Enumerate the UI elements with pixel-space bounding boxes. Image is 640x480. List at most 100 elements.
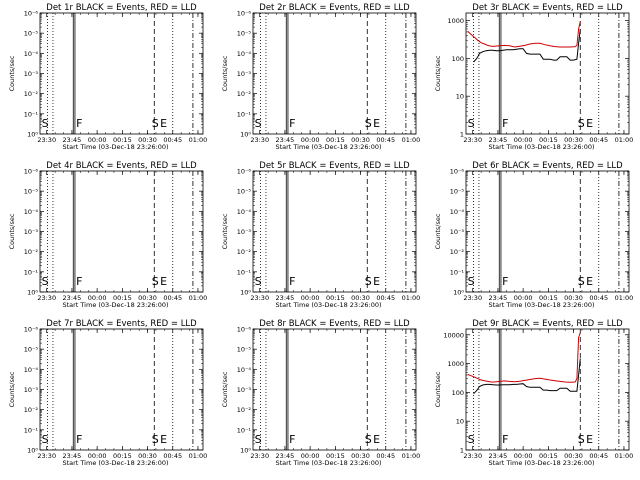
panel-title: Det 9r BLACK = Events, RED = LLD xyxy=(472,319,623,329)
event-marker-s: S xyxy=(255,117,262,130)
panel-2: Det 2r BLACK = Events, RED = LLD 10⁰ 10⁻¹ 1… xyxy=(221,3,420,151)
x-axis-label: Start Time (03-Dec-18 23:26:00) xyxy=(488,143,594,151)
x-tick-label: 00:15 xyxy=(326,136,345,144)
x-tick-label: 00:15 xyxy=(326,452,345,460)
x-tick-label: 01:00 xyxy=(615,294,634,302)
plot-frame xyxy=(252,12,417,135)
event-marker-e: E xyxy=(586,117,593,130)
events-series-line xyxy=(473,358,581,395)
event-marker-f: F xyxy=(289,117,295,130)
panel-1: Det 1r BLACK = Events, RED = LLD 10⁰ 10⁻¹ 1… xyxy=(8,3,207,151)
event-marker-f: F xyxy=(289,275,295,288)
event-marker-f: F xyxy=(76,117,82,130)
plot-frame xyxy=(465,12,630,135)
y-tick-label: 10⁻⁶ xyxy=(237,326,252,334)
x-tick-label: 00:00 xyxy=(514,452,533,460)
event-marker-e: E xyxy=(586,433,593,446)
event-marker-e: E xyxy=(160,275,167,288)
y-tick-label: 10⁻⁵ xyxy=(24,188,39,196)
y-tick-label: 10⁻³ xyxy=(24,228,39,236)
y-tick-label: 10⁻⁴ xyxy=(24,50,39,58)
event-marker-e: E xyxy=(160,117,167,130)
event-marker-f: F xyxy=(76,275,82,288)
panel-3: Det 3r BLACK = Events, RED = LLD 1 10 100 10… xyxy=(434,3,633,151)
y-tick-label: 10⁻⁶ xyxy=(24,168,39,176)
panel-9: Det 9r BLACK = Events, RED = LLD 1 10 100 10… xyxy=(434,319,633,467)
x-tick-label: 01:00 xyxy=(402,294,421,302)
x-tick-label: 00:15 xyxy=(539,452,558,460)
x-axis-label: Start Time (03-Dec-18 23:26:00) xyxy=(275,143,381,151)
y-axis-label: Counts/sec xyxy=(434,55,442,91)
event-marker-s: S xyxy=(578,275,585,288)
x-tick-label: 01:00 xyxy=(615,136,634,144)
y-tick-label: 10000 xyxy=(443,331,464,339)
x-tick-label: 00:30 xyxy=(351,136,370,144)
events-series-line xyxy=(473,28,581,63)
y-tick-label: 10⁻⁴ xyxy=(237,50,252,58)
x-tick-label: 23:45 xyxy=(489,294,508,302)
y-tick-label: 10⁻⁶ xyxy=(24,10,39,18)
x-tick-label: 23:30 xyxy=(463,294,482,302)
x-tick-label: 23:45 xyxy=(63,136,82,144)
x-tick-label: 00:00 xyxy=(514,136,533,144)
event-marker-s: S xyxy=(578,433,585,446)
x-tick-label: 00:45 xyxy=(163,136,182,144)
plot-frame xyxy=(39,170,204,293)
x-tick-label: 00:15 xyxy=(539,136,558,144)
event-marker-s: S xyxy=(255,433,262,446)
x-tick-label: 23:45 xyxy=(489,452,508,460)
y-axis-label: Counts/sec xyxy=(8,55,16,91)
x-tick-label: 23:45 xyxy=(63,294,82,302)
y-tick-label: 10⁻² xyxy=(237,248,252,256)
y-tick-label: 100 xyxy=(452,55,464,63)
y-tick-label: 10⁰ xyxy=(27,289,38,297)
x-tick-label: 00:15 xyxy=(113,136,132,144)
event-marker-s: S xyxy=(468,433,475,446)
x-tick-label: 01:00 xyxy=(189,452,208,460)
y-tick-label: 10⁰ xyxy=(240,447,251,455)
x-tick-label: 00:45 xyxy=(589,136,608,144)
panel-title: Det 8r BLACK = Events, RED = LLD xyxy=(259,319,410,329)
x-axis-label: Start Time (03-Dec-18 23:26:00) xyxy=(62,143,168,151)
y-tick-label: 10⁻³ xyxy=(24,70,39,78)
y-tick-label: 10⁰ xyxy=(27,447,38,455)
panel-8: Det 8r BLACK = Events, RED = LLD 10⁰ 10⁻¹ 1… xyxy=(221,319,420,467)
panel-title: Det 1r BLACK = Events, RED = LLD xyxy=(46,3,197,13)
y-tick-label: 10⁻⁶ xyxy=(237,168,252,176)
plot-frame xyxy=(465,328,630,451)
y-tick-label: 10⁻¹ xyxy=(237,110,252,118)
x-tick-label: 23:45 xyxy=(63,452,82,460)
y-tick-label: 10⁻² xyxy=(237,90,252,98)
plot-frame xyxy=(252,170,417,293)
x-tick-label: 01:00 xyxy=(402,452,421,460)
x-tick-label: 23:45 xyxy=(489,136,508,144)
x-tick-label: 00:45 xyxy=(589,452,608,460)
event-marker-f: F xyxy=(76,433,82,446)
lld-series-line xyxy=(467,332,581,383)
event-marker-s: S xyxy=(42,433,49,446)
x-tick-label: 23:30 xyxy=(37,136,56,144)
y-tick-label: 10⁻³ xyxy=(450,228,465,236)
event-marker-e: E xyxy=(586,275,593,288)
y-axis-label: Counts/sec xyxy=(221,213,229,249)
event-marker-s: S xyxy=(152,117,159,130)
lld-series-line xyxy=(467,21,581,48)
y-tick-label: 10⁻¹ xyxy=(450,268,465,276)
x-tick-label: 23:30 xyxy=(37,294,56,302)
y-tick-label: 10⁻² xyxy=(24,406,39,414)
plot-frame xyxy=(252,328,417,451)
panel-4: Det 4r BLACK = Events, RED = LLD 10⁰ 10⁻¹ 1… xyxy=(8,161,207,309)
y-tick-label: 10⁻⁵ xyxy=(24,30,39,38)
y-tick-label: 10⁻⁵ xyxy=(237,188,252,196)
event-marker-s: S xyxy=(578,117,585,130)
x-tick-label: 00:00 xyxy=(301,452,320,460)
y-tick-label: 10⁻⁴ xyxy=(237,366,252,374)
y-tick-label: 10⁻⁴ xyxy=(24,208,39,216)
x-tick-label: 00:00 xyxy=(88,452,107,460)
x-tick-label: 01:00 xyxy=(189,136,208,144)
x-axis-label: Start Time (03-Dec-18 23:26:00) xyxy=(62,301,168,309)
y-tick-label: 10⁰ xyxy=(240,131,251,139)
y-tick-label: 10⁻² xyxy=(24,248,39,256)
x-tick-label: 00:15 xyxy=(113,294,132,302)
